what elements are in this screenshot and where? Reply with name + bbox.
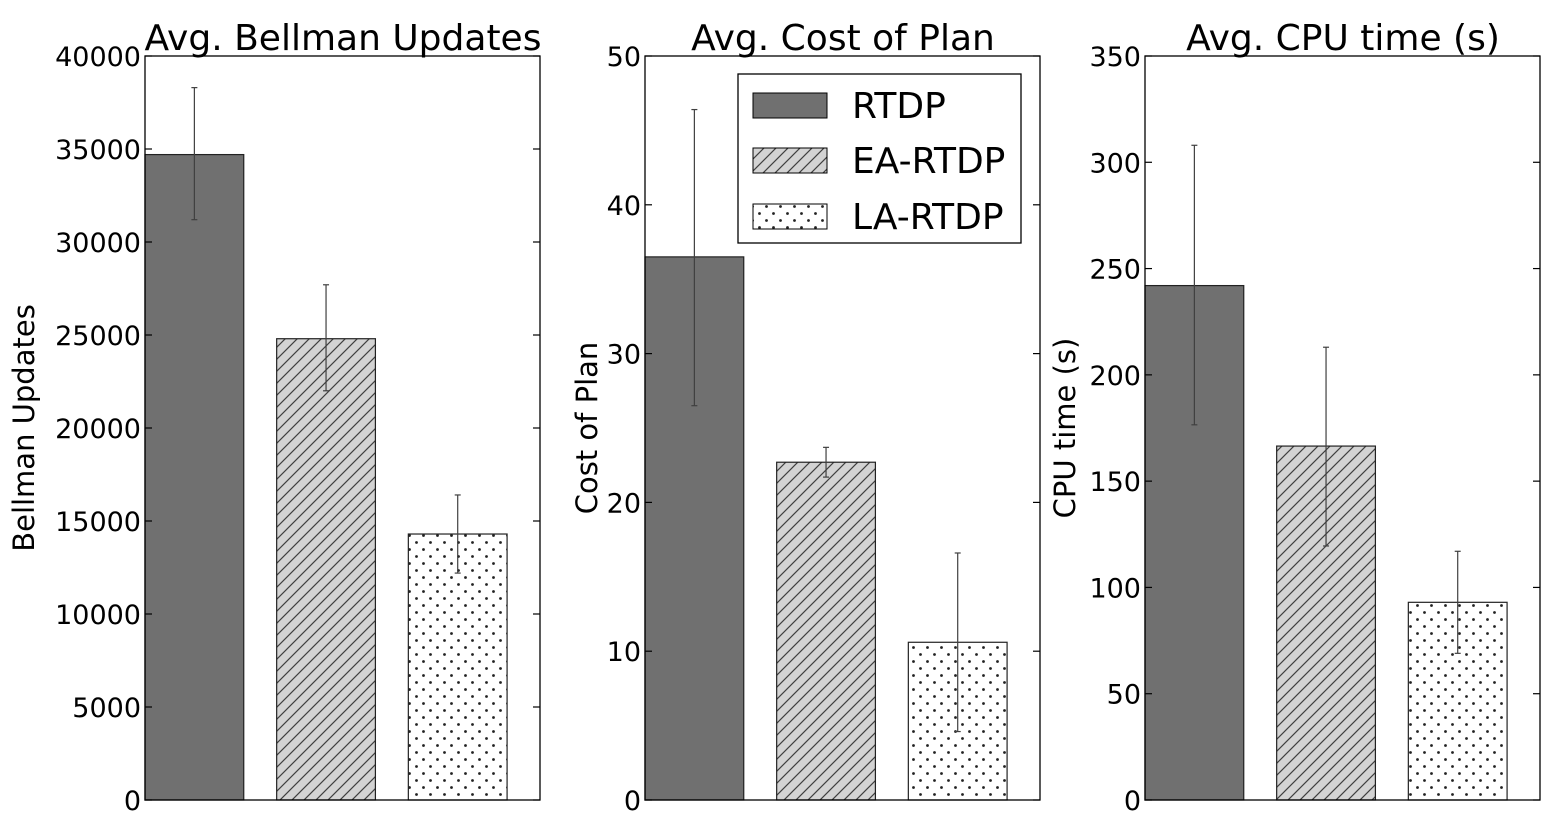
y-tick-label: 30 [607, 340, 641, 371]
legend-swatch-ea-rtdp [752, 147, 828, 174]
y-tick-label: 10 [607, 637, 641, 668]
y-tick-label: 30000 [55, 228, 141, 259]
bar-la-rtdp [407, 533, 508, 801]
panel-bellman-updates: Avg. Bellman Updates Bellman Updates 0 50… [7, 18, 541, 817]
y-tick-label: 0 [124, 786, 141, 817]
y-tick-label: 35000 [55, 135, 141, 166]
legend-label-ea-rtdp: EA-RTDP [852, 141, 1005, 182]
y-tick-label: 10000 [55, 600, 141, 631]
legend-label-la-rtdp: LA-RTDP [852, 197, 1004, 238]
plot-area: 0 5000 10000 15000 20000 25000 30000 35000 40000 [55, 42, 541, 817]
y-tick-label: 350 [1089, 42, 1141, 73]
y-axis-label: CPU time (s) [1048, 338, 1082, 519]
y-tick-label: 5000 [72, 693, 141, 724]
y-tick-label: 40 [607, 191, 641, 222]
panel-title: Avg. CPU time (s) [1186, 18, 1500, 59]
axes-frame [644, 55, 1041, 801]
y-tick-label: 25000 [55, 321, 141, 352]
legend-label-rtdp: RTDP [852, 86, 946, 127]
legend-swatch-la-rtdp [752, 203, 828, 230]
panel-cost-of-plan: Avg. Cost of Plan Cost of Plan 0 10 20 30 40… [570, 18, 1041, 817]
bar-ea-rtdp [776, 461, 877, 801]
panel-cpu-time: Avg. CPU time (s) CPU time (s) 0 50 100 150… [1048, 18, 1541, 817]
bar-rtdp [144, 153, 245, 801]
bar-ea-rtdp [276, 338, 377, 801]
y-tick-label: 20000 [55, 414, 141, 445]
y-tick-label: 50 [607, 42, 641, 73]
plot-area: 0 10 20 30 40 50 [607, 42, 1041, 817]
y-tick-label: 100 [1089, 573, 1141, 604]
axes-frame [144, 55, 541, 801]
y-tick-label: 50 [1107, 680, 1141, 711]
y-tick-label: 0 [1124, 786, 1141, 817]
y-axis-label: Cost of Plan [570, 342, 604, 515]
y-tick-label: 40000 [55, 42, 141, 73]
y-tick-label: 200 [1089, 361, 1141, 392]
y-tick-label: 15000 [55, 507, 141, 538]
panel-title: Avg. Bellman Updates [145, 18, 542, 59]
panel-title: Avg. Cost of Plan [691, 18, 995, 59]
y-tick-label: 20 [607, 488, 641, 519]
axes-frame [1144, 55, 1541, 801]
plot-area: 0 50 100 150 200 250 300 350 [1089, 42, 1541, 817]
y-tick-label: 0 [624, 786, 641, 817]
y-tick-label: 300 [1089, 148, 1141, 179]
y-tick-label: 150 [1089, 467, 1141, 498]
y-tick-label: 250 [1089, 255, 1141, 286]
legend: RTDP EA-RTDP LA-RTDP [737, 73, 1022, 244]
legend-swatch-rtdp [752, 92, 828, 119]
y-axis-label: Bellman Updates [7, 304, 41, 552]
